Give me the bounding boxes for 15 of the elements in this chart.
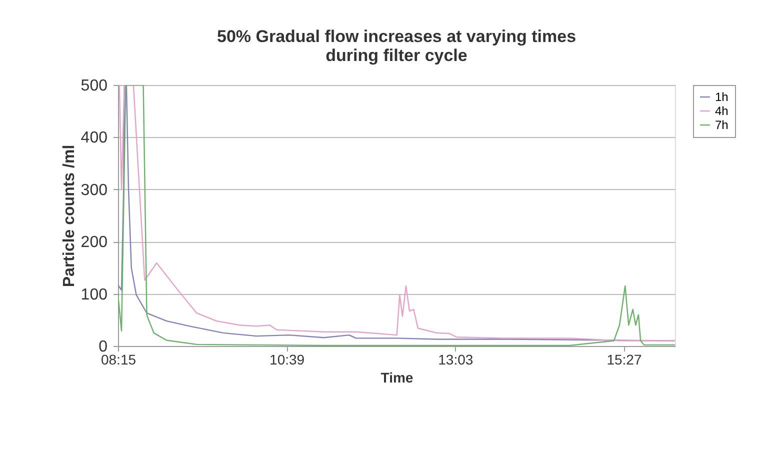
x-tick-label: 13:03 [438, 352, 474, 368]
legend-label: 4h [715, 104, 728, 118]
y-axis-title: Particle counts /ml [60, 144, 78, 288]
text: during filter cycle [326, 46, 468, 65]
y-tick-label: 200 [80, 234, 108, 252]
legend-label: 1h [715, 90, 728, 104]
y-tick-label: 500 [80, 78, 108, 94]
legend-label: 7h [715, 118, 728, 132]
text: 50% Gradual flow increases at varying times [216, 27, 576, 46]
y-tick-label: 300 [80, 182, 108, 199]
y-tick-label: 100 [80, 286, 108, 304]
y-tick-label: 400 [80, 130, 108, 147]
x-axis-title: Time [380, 370, 414, 386]
x-tick-label: 10:39 [270, 352, 305, 368]
x-tick-label: 15:27 [606, 352, 642, 368]
